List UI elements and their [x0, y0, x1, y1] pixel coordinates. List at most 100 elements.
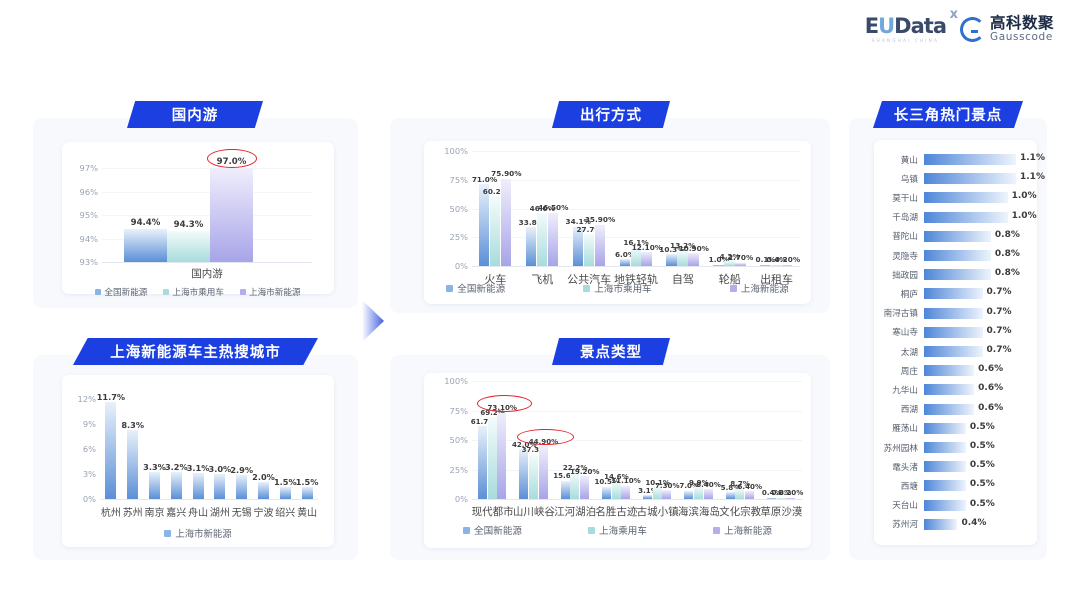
legend-label: 上海新能源 [740, 284, 789, 295]
list-item[interactable]: 乌镇 1.1% [874, 169, 1045, 188]
bar [735, 262, 746, 266]
bar-track: 0.7% [924, 325, 1029, 338]
bar [489, 196, 501, 266]
panel-title-spot-type: 景点类型 [552, 338, 670, 365]
bar [924, 211, 1008, 223]
y-axis-tick: 12% [77, 394, 96, 405]
bar [579, 476, 589, 499]
spot-name: 寒山寺 [892, 328, 918, 339]
bar-track: 1.1% [924, 172, 1045, 185]
legend-item[interactable]: 上海市乘用车 [583, 281, 652, 295]
y-axis-tick: 50% [449, 435, 468, 445]
bar [611, 481, 621, 499]
list-item[interactable]: 周庄 0.6% [874, 361, 1037, 380]
bar [924, 173, 1016, 185]
bar-value-label: 0.4% [766, 255, 787, 265]
bar [529, 455, 539, 499]
evdata-logo: EUData x SHANGHAI CHINA [864, 7, 958, 44]
bar [170, 472, 182, 499]
legend-swatch [446, 284, 454, 292]
bar-value-label: 42.0% [511, 439, 537, 449]
bar-value-label: 46.50% [538, 203, 569, 213]
bar-value-label: 0.4% [761, 488, 782, 498]
list-item[interactable]: 寒山寺 0.7% [874, 323, 1037, 342]
list-item[interactable]: 苏州河 0.4% [874, 515, 1037, 534]
list-item[interactable]: 南浔古镇 0.7% [874, 304, 1037, 323]
bar-track: 0.5% [924, 499, 1029, 511]
gridline [472, 237, 800, 238]
bar [684, 490, 694, 499]
legend-item[interactable]: 上海市新能源 [239, 286, 301, 298]
bar-track: 0.5% [924, 441, 1029, 454]
evdata-e: E [864, 14, 879, 38]
legend-item[interactable]: 上海新能源 [712, 523, 772, 537]
list-item[interactable]: 西塘 0.5% [874, 476, 1037, 495]
list-item[interactable]: 苏州园林 0.5% [874, 438, 1037, 457]
bar-value-label: 4.2% [719, 251, 740, 261]
list-item[interactable]: 莫干山 1.0% [874, 188, 1037, 207]
spot-name: 普陀山 [892, 232, 918, 243]
spot-name: 南浔古镇 [883, 309, 918, 320]
bar-value-label: 0.7% [986, 306, 1012, 317]
spot-name: 太湖 [900, 347, 918, 358]
bar [924, 307, 983, 319]
list-item[interactable]: 天台山 0.5% [874, 496, 1037, 515]
bar-track: 0.5% [924, 460, 1029, 473]
bar-value-label: 1.0% [708, 255, 729, 265]
bar [924, 288, 983, 300]
bar [497, 412, 507, 499]
legend-item[interactable]: 上海乘用车 [588, 523, 647, 537]
x-axis-category: 飞机 [531, 273, 554, 286]
legend-item[interactable]: 上海市乘用车 [163, 286, 224, 298]
bar-value-label: 94.3% [173, 220, 204, 231]
bar-value-label: 37.3% [521, 445, 547, 455]
legend-item[interactable]: 全国新能源 [95, 286, 147, 298]
bar-value-label: 6.40% [737, 481, 763, 491]
spot-name: 灵隐寺 [892, 251, 918, 262]
bar-value-label: 3.1% [638, 485, 658, 495]
bar-value-label: 1.1% [1020, 153, 1045, 164]
bar [301, 486, 313, 499]
legend-label: 全国新能源 [457, 284, 506, 295]
list-item[interactable]: 普陀山 0.8% [874, 227, 1037, 246]
bar [688, 253, 699, 266]
legend-label: 上海新能源 [723, 526, 772, 537]
list-item[interactable]: 九华山 0.6% [874, 380, 1037, 399]
legend-item[interactable]: 上海市新能源 [164, 526, 232, 540]
legend-item[interactable]: 全国新能源 [446, 281, 505, 295]
bar [924, 422, 966, 434]
list-item[interactable]: 灵隐寺 0.8% [874, 246, 1037, 265]
x-axis-category: 嘉兴 [166, 508, 187, 519]
bar-value-label: 3.3% [143, 461, 166, 472]
list-item[interactable]: 西湖 0.6% [874, 400, 1037, 419]
x-axis-category: 公共汽车 [567, 273, 612, 286]
list-item[interactable]: 鼋头渚 0.5% [874, 457, 1037, 476]
bar-track: 0.8% [924, 268, 1029, 281]
panel-title-domestic: 国内游 [127, 101, 263, 128]
highlight-ellipse [206, 149, 257, 169]
evdata-v: U [878, 14, 895, 38]
bar [924, 346, 983, 358]
chart-card-yrd-spots: 黄山 1.1% 乌镇 1.1% 莫干山 1.0% 千岛湖 1.0% 普陀山 0.8% 灵隐寺 0.8%… [874, 140, 1045, 545]
y-axis-tick: 96% [79, 186, 98, 197]
legend-item[interactable]: 全国新能源 [463, 523, 522, 537]
spot-name: 黄山 [900, 155, 918, 166]
list-item[interactable]: 黄山 1.1% [874, 150, 1045, 169]
y-axis-tick: 0% [82, 494, 96, 504]
bar-value-label: 0.7% [986, 325, 1012, 336]
bar-value-label: 11.7% [96, 391, 126, 402]
list-item[interactable]: 雁荡山 0.5% [874, 419, 1037, 438]
list-item[interactable]: 拙政园 0.8% [874, 265, 1037, 284]
bar [924, 461, 966, 473]
list-item[interactable]: 千岛湖 1.0% [874, 208, 1037, 227]
list-item[interactable]: 桐庐 0.7% [874, 284, 1037, 303]
legend-swatch [239, 289, 246, 295]
y-axis-tick: 100% [444, 146, 468, 156]
legend-swatch [163, 289, 170, 295]
list-item[interactable]: 太湖 0.7% [874, 342, 1037, 361]
bar [105, 401, 117, 499]
bar-value-label: 10.5% [594, 477, 620, 487]
legend-item[interactable]: 上海新能源 [729, 281, 789, 295]
bar [760, 264, 771, 266]
gridline [102, 215, 312, 216]
